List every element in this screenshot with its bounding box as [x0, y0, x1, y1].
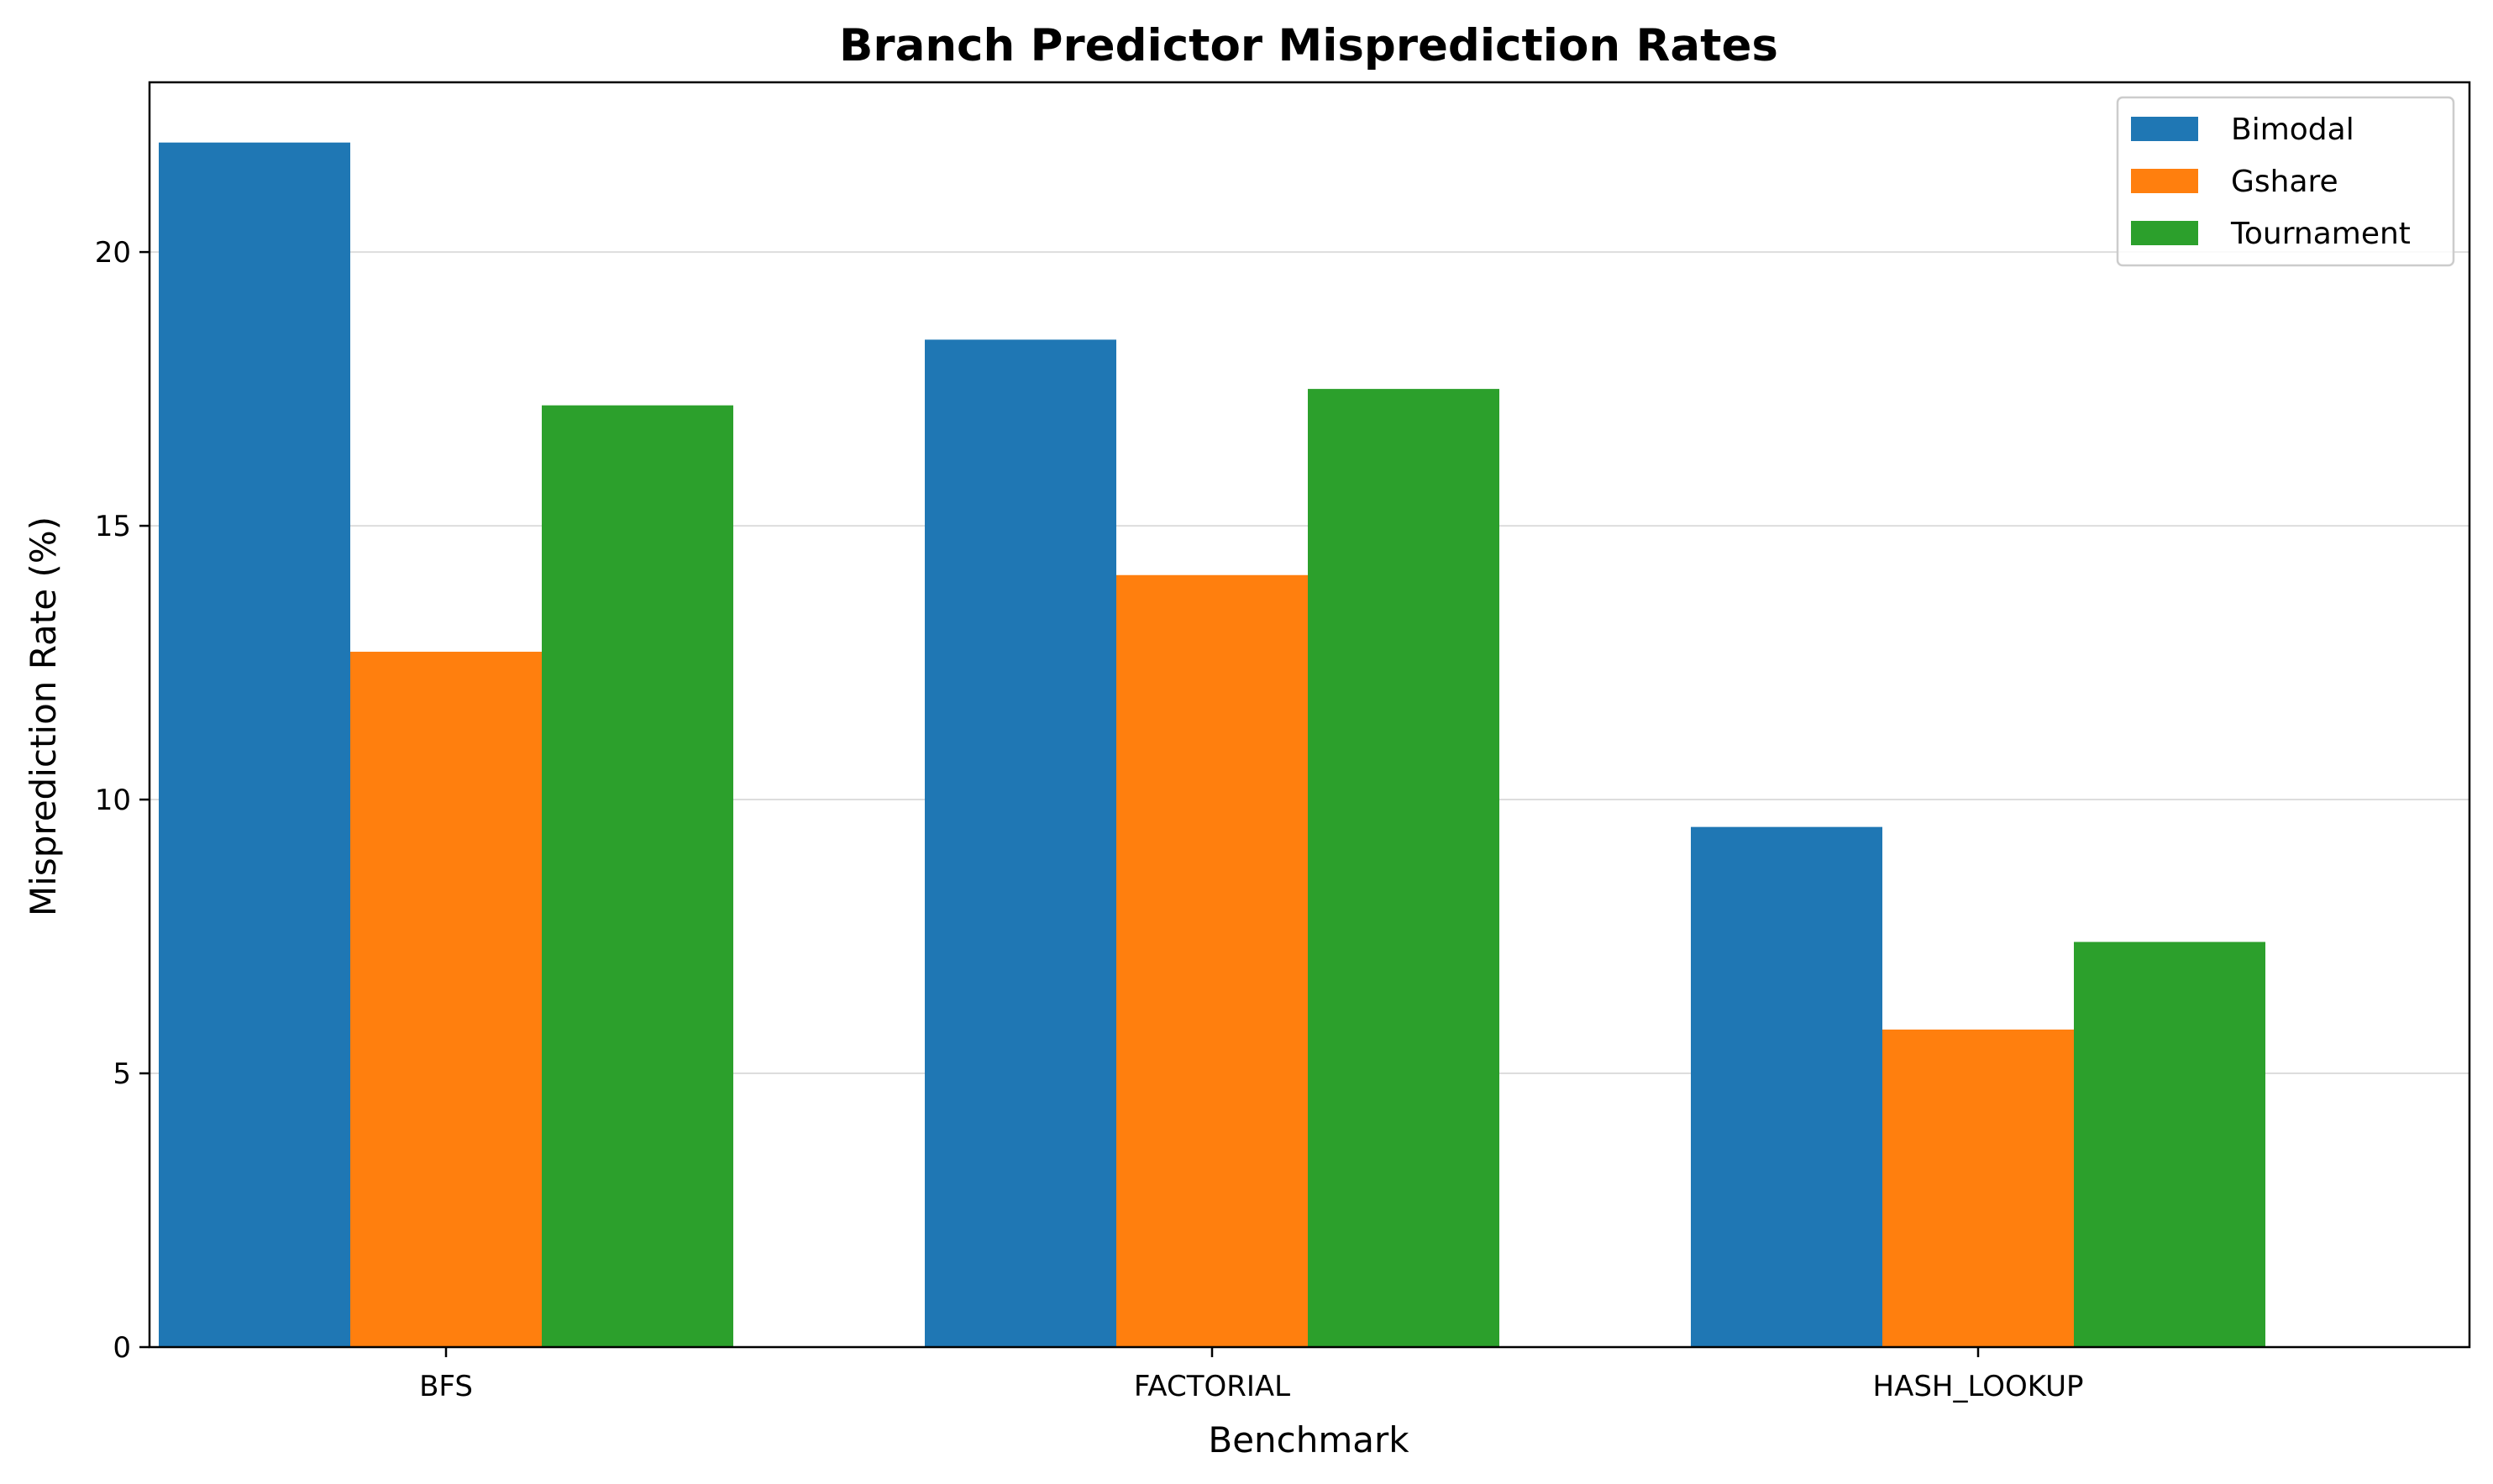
y-tick-label: 15	[95, 510, 131, 543]
x-tick-label: BFS	[419, 1370, 473, 1403]
bar-bimodal-factorial	[925, 339, 1116, 1348]
legend-label-tournament: Tournament	[2230, 217, 2411, 251]
legend-swatch-tournament	[2131, 221, 2198, 245]
bar-tournament-bfs	[542, 405, 733, 1347]
bar-bimodal-hash_lookup	[1691, 826, 1882, 1347]
x-axis-label: Benchmark	[1208, 1419, 1409, 1460]
bar-tournament-factorial	[1308, 389, 1499, 1347]
legend-label-gshare: Gshare	[2231, 165, 2338, 199]
legend: Bimodal Gshare Tournament	[2116, 96, 2455, 267]
legend-label-bimodal: Bimodal	[2231, 113, 2354, 147]
y-tick-label: 0	[113, 1331, 131, 1365]
x-axis-ticks: BFS FACTORIAL HASH_LOOKUP	[419, 1347, 2084, 1403]
y-axis-label: Misprediction Rate (%)	[23, 517, 64, 916]
plot-area-frame	[148, 81, 2471, 1349]
y-tick-label: 20	[95, 236, 131, 270]
bar-gshare-factorial	[1116, 574, 1308, 1347]
y-axis-ticks: 0 5 10 15 20	[95, 236, 150, 1365]
chart-title: Branch Predictor Misprediction Rates	[839, 20, 1778, 71]
bar-gshare-bfs	[350, 652, 542, 1347]
legend-swatch-bimodal	[2131, 117, 2198, 141]
bar-bimodal-bfs	[159, 142, 350, 1348]
legend-swatch-gshare	[2131, 169, 2198, 193]
bar-gshare-hash_lookup	[1882, 1029, 2074, 1347]
x-tick-label: FACTORIAL	[1134, 1370, 1290, 1403]
y-tick-label: 10	[95, 784, 131, 817]
bar-tournament-hash_lookup	[2074, 941, 2265, 1347]
legend-box	[2116, 96, 2455, 267]
bars	[159, 142, 2265, 1348]
y-tick-label: 5	[113, 1057, 131, 1091]
x-tick-label: HASH_LOOKUP	[1873, 1370, 2084, 1403]
